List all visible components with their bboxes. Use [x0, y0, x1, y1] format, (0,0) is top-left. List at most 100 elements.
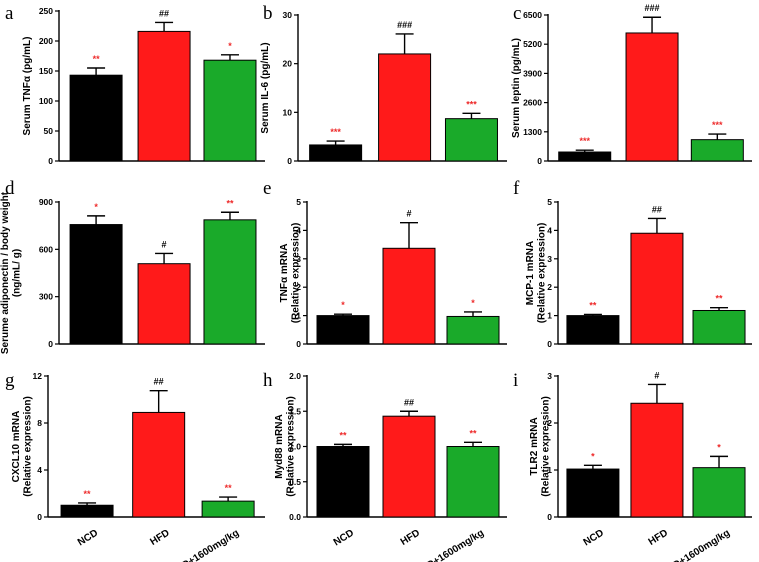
significance-label: ***: [466, 99, 477, 109]
y-tick-label: 4: [547, 225, 552, 235]
y-tick-label: 0: [287, 156, 292, 166]
panel-b: b 0 10 20 30 Serum IL-6 (pg/mL) *** ### ***: [260, 3, 507, 166]
y-tick-label: 2: [547, 418, 552, 428]
panel-f: f 0 1 2 3 4 5 MCP-1 mRNA(Relative expression) **…: [513, 178, 752, 349]
y-tick-label: 4: [296, 225, 301, 235]
y-axis-label: CXCL10 mRNA(Relative expression): [11, 396, 34, 497]
y-axis-label-line: (Relative expression): [23, 396, 34, 497]
significance-label: #: [162, 239, 167, 249]
x-category-label: HFD: [647, 528, 670, 548]
bar-NCD: [316, 315, 370, 345]
y-tick-label: 30: [283, 10, 293, 20]
y-tick-label: 12: [33, 371, 43, 381]
y-axis-label-line: TNFα mRNA: [279, 244, 290, 303]
significance-label: **: [716, 294, 724, 304]
y-axis-label: Myd88 mRNA(Relative expression): [274, 396, 297, 497]
bar-HFD: [630, 402, 684, 518]
y-tick-label: 3: [296, 254, 301, 264]
y-axis-label-line: CXCL10 mRNA: [11, 411, 22, 483]
bar-HFD+1600mg/kg: [692, 309, 746, 345]
y-tick-label: 8: [37, 418, 42, 428]
bar-NCD: [316, 446, 370, 518]
y-tick-label: 0: [48, 339, 53, 349]
bar-NCD: [60, 504, 114, 518]
significance-label: **: [589, 300, 597, 310]
significance-label: ***: [712, 120, 723, 130]
y-tick-label: 250: [39, 6, 53, 16]
y-tick-label: 10: [283, 107, 293, 117]
panel-d: d 0 300 600 900 Serume adiponectin / body wei…: [0, 178, 265, 354]
y-tick-label: 1.5: [289, 406, 301, 416]
bar-HFD+1600mg/kg: [203, 59, 257, 162]
y-tick-label: 0.5: [289, 477, 301, 487]
y-axis-label-line: (Relative expression): [541, 396, 552, 497]
significance-label: #: [654, 370, 659, 380]
y-tick-label: 0: [547, 339, 552, 349]
y-axis-label-line: (ng/mL/ g): [12, 249, 23, 297]
bar-NCD: [566, 468, 620, 518]
y-tick-label: 0: [547, 512, 552, 522]
y-axis-label-line: Serum IL-6 (pg/mL): [260, 42, 271, 133]
x-category-label: NCD: [76, 528, 100, 549]
y-axis-label: MCP-1 mRNA(Relative expression): [525, 223, 548, 324]
panel-letter: f: [513, 178, 520, 199]
y-axis-label: Serum TNFα (pg/mL): [22, 37, 33, 136]
significance-label: #: [406, 209, 411, 219]
y-tick-label: 0.0: [289, 512, 301, 522]
y-tick-label: 5: [296, 197, 301, 207]
y-tick-label: 1.0: [289, 442, 301, 452]
bar-HFD: [382, 415, 436, 518]
significance-label: *: [341, 300, 345, 310]
significance-label: ##: [154, 377, 164, 387]
y-axis-label: TLR2 mRNA(Relative expression): [529, 396, 552, 497]
y-tick-label: 3: [547, 254, 552, 264]
y-tick-label: 600: [39, 244, 53, 254]
y-tick-label: 5200: [523, 39, 542, 49]
x-category-label: HFD+1600mg/kg: [169, 528, 241, 562]
y-tick-label: 6500: [523, 10, 542, 20]
bar-HFD: [625, 32, 679, 162]
panel-a: a 0 50 100 150 200 250 Serum TNFα (pg/mL) ** ## *: [5, 3, 265, 166]
y-tick-label: 0: [296, 339, 301, 349]
bar-HFD: [382, 247, 436, 345]
significance-label: **: [225, 483, 233, 493]
y-axis-label-line: MCP-1 mRNA: [525, 241, 536, 305]
bar-HFD+1600mg/kg: [203, 219, 257, 345]
y-tick-label: 3: [547, 371, 552, 381]
x-category-label: NCD: [582, 528, 606, 549]
y-tick-label: 100: [39, 96, 53, 106]
panel-letter: c: [513, 3, 521, 24]
y-tick-label: 2: [547, 282, 552, 292]
y-axis-label-line: Serume adiponectin / body weight: [0, 191, 11, 354]
panel-h: h 0.0 0.5 1.0 1.5 2.0 Myd88 mRNA(Relative expr…: [263, 370, 507, 562]
y-axis-label-line: (Relative expression): [286, 396, 297, 497]
y-tick-label: 200: [39, 36, 53, 46]
x-category-label: HFD: [399, 528, 422, 548]
significance-label: ###: [645, 3, 660, 13]
bar-HFD: [137, 263, 191, 345]
y-axis-label-line: Myd88 mRNA: [274, 414, 285, 478]
y-tick-label: 900: [39, 197, 53, 207]
significance-label: **: [93, 54, 101, 64]
significance-label: ##: [404, 397, 414, 407]
y-tick-label: 0: [537, 156, 542, 166]
y-axis-label-line: Serum TNFα (pg/mL): [22, 37, 33, 136]
bar-NCD: [309, 144, 363, 162]
significance-label: *: [471, 298, 475, 308]
significance-label: **: [84, 489, 92, 499]
significance-label: ***: [579, 136, 590, 146]
y-axis-label: Serum IL-6 (pg/mL): [260, 42, 271, 133]
y-axis-label-line: (Relative expression): [291, 223, 302, 324]
panel-e: e 0 1 2 3 4 5 TNFα mRNA(Relative expression) * # *: [263, 178, 507, 349]
significance-label: ***: [330, 127, 341, 137]
panel-letter: a: [5, 3, 14, 24]
significance-label: *: [591, 451, 595, 461]
panel-c: c 0 1300 2600 3900 5200 6500 Serum leptin (pg/m…: [511, 3, 752, 166]
y-tick-label: 1: [547, 465, 552, 475]
significance-label: ##: [159, 8, 169, 18]
significance-label: ###: [397, 20, 412, 30]
significance-label: *: [717, 442, 721, 452]
panel-letter: e: [263, 178, 271, 199]
y-tick-label: 5: [547, 197, 552, 207]
